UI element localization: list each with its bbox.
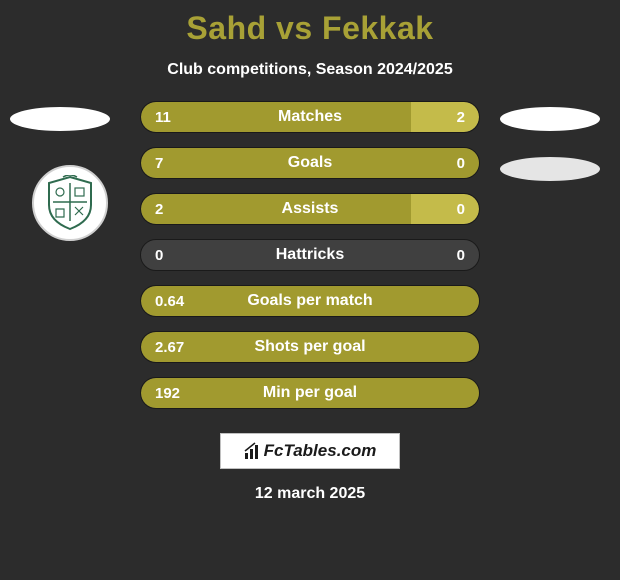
stat-bar-left-fill	[141, 378, 479, 408]
player-right-badge-1	[500, 107, 600, 131]
stat-value-right: 0	[457, 148, 465, 178]
stat-value-right: 2	[457, 102, 465, 132]
shield-icon	[45, 175, 95, 231]
stat-value-left: 0	[155, 240, 163, 270]
stat-label: Hattricks	[141, 240, 479, 270]
stat-value-right: 0	[457, 194, 465, 224]
stat-bar-left-fill	[141, 102, 411, 132]
stat-row: 112Matches	[140, 101, 480, 133]
stat-bar-left-fill	[141, 148, 479, 178]
subtitle: Club competitions, Season 2024/2025	[0, 61, 620, 79]
stat-bar-right-fill	[411, 102, 479, 132]
stat-bar-left-fill	[141, 332, 479, 362]
stat-value-right: 0	[457, 240, 465, 270]
stat-row: 192Min per goal	[140, 377, 480, 409]
stat-value-left: 192	[155, 378, 180, 408]
stat-value-left: 2.67	[155, 332, 184, 362]
snapshot-date: 12 march 2025	[0, 485, 620, 503]
team-crest-left	[32, 165, 108, 241]
player-left-badge	[10, 107, 110, 131]
stats-bars: 112Matches70Goals20Assists00Hattricks0.6…	[140, 101, 480, 423]
stat-row: 70Goals	[140, 147, 480, 179]
brand-footer[interactable]: FcTables.com	[220, 433, 400, 469]
player-right-badge-2	[500, 157, 600, 181]
chart-icon	[244, 442, 262, 460]
brand-label: FcTables.com	[264, 441, 377, 461]
stat-bar-left-fill	[141, 286, 479, 316]
stat-row: 0.64Goals per match	[140, 285, 480, 317]
stat-bar-left-fill	[141, 194, 411, 224]
stat-value-left: 11	[155, 102, 171, 132]
stat-bar-right-fill	[411, 194, 479, 224]
page-title: Sahd vs Fekkak	[0, 0, 620, 47]
stat-value-left: 0.64	[155, 286, 184, 316]
stat-value-left: 7	[155, 148, 163, 178]
stat-row: 2.67Shots per goal	[140, 331, 480, 363]
stat-value-left: 2	[155, 194, 163, 224]
stat-row: 0 0Hattricks	[140, 239, 480, 271]
stat-row: 20Assists	[140, 193, 480, 225]
